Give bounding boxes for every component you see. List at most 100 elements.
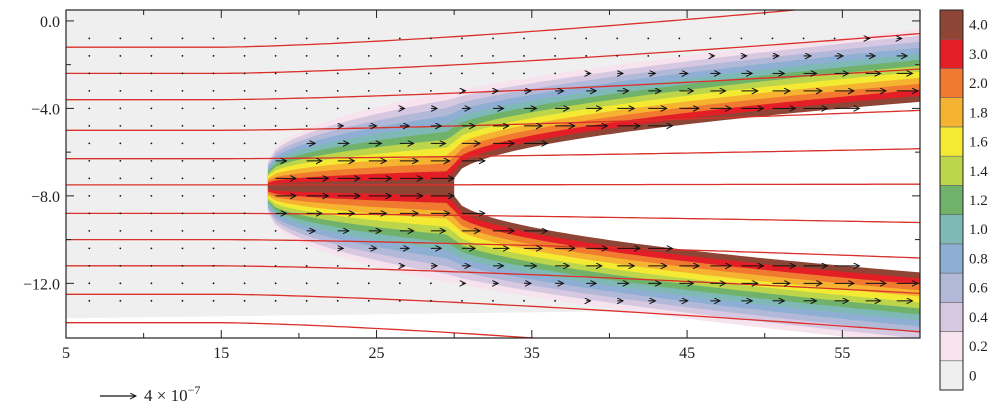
vector-dot xyxy=(150,282,153,285)
vector-dot xyxy=(150,90,153,92)
colorbar-label: 1.2 xyxy=(969,193,988,209)
vector-dot xyxy=(119,72,122,75)
colorbar-swatch xyxy=(939,302,964,332)
vector-dot xyxy=(212,299,215,302)
vector-dot xyxy=(274,107,277,110)
vector-dot xyxy=(150,229,153,232)
y-tick-label: −8.0 xyxy=(31,189,60,206)
vector-dot xyxy=(274,247,277,250)
vector-dot xyxy=(88,55,91,57)
y-tick-label: −4.0 xyxy=(31,101,60,118)
colorbar-swatch xyxy=(939,360,964,391)
colorbar-label: 4.0 xyxy=(969,18,988,34)
streamline xyxy=(66,212,920,224)
vector-dot xyxy=(88,124,91,127)
vector-dot xyxy=(243,264,246,267)
vector-dot xyxy=(429,299,432,302)
vector-dot xyxy=(119,282,122,285)
vector-dot xyxy=(678,37,681,40)
colorbar-label: 1.4 xyxy=(969,164,988,180)
vector-dot xyxy=(274,142,277,145)
vector-dot xyxy=(150,299,153,302)
vector-dot xyxy=(88,212,91,215)
vector-dot xyxy=(274,37,277,40)
vector-dot xyxy=(492,299,494,302)
vector-dot xyxy=(181,142,184,145)
vector-dot xyxy=(150,72,153,75)
colorbar-label: 1.0 xyxy=(969,222,988,238)
vector-dot xyxy=(212,159,215,162)
shear-layer-field xyxy=(66,10,920,338)
vector-dot xyxy=(88,142,91,145)
streamline xyxy=(66,265,920,295)
vector-dot xyxy=(398,282,401,285)
vector-dot xyxy=(367,72,370,75)
plot-frame xyxy=(65,9,921,339)
vector-dot xyxy=(119,229,122,232)
vector-dot xyxy=(212,282,215,285)
vector-dot xyxy=(150,107,153,110)
vector-dot xyxy=(429,282,432,285)
vector-dot xyxy=(150,124,153,127)
colorbar-swatch xyxy=(939,38,964,69)
vector-dot xyxy=(243,229,246,232)
vector-dot xyxy=(523,55,525,57)
vector-dot xyxy=(181,264,184,267)
vector-dot xyxy=(274,299,277,302)
vector-dot xyxy=(647,37,650,40)
vector-dot xyxy=(461,55,463,57)
x-tick-label: 25 xyxy=(369,345,385,362)
vector-dot xyxy=(336,72,339,75)
vector-dot xyxy=(243,142,246,145)
vector-dot xyxy=(305,124,308,127)
vector-dot xyxy=(181,282,184,285)
vector-dot xyxy=(802,37,805,40)
vector-reference: 4 × 10−7 xyxy=(100,383,200,405)
vector-dot xyxy=(181,194,184,197)
vector-dot xyxy=(181,299,184,302)
vector-dot xyxy=(336,282,339,285)
vector-dot xyxy=(243,90,246,92)
vector-dot xyxy=(119,194,122,197)
vector-dot xyxy=(88,72,91,75)
vector-dot xyxy=(150,177,153,180)
vector-dot xyxy=(212,124,215,127)
vector-dot xyxy=(492,72,494,75)
vector-dot xyxy=(181,107,184,110)
vector-dot xyxy=(181,90,184,92)
vector-dot xyxy=(212,212,215,215)
vector-dot xyxy=(212,72,215,75)
colorbar: 0 0.2 0.4 0.6 0.8 1.0 1.2 1.4 1.6 1.8 2.0 3.0 4.0 xyxy=(939,9,988,391)
vector-dot xyxy=(336,299,339,302)
streamline xyxy=(66,32,920,75)
vector-dot xyxy=(616,37,619,40)
colorbar-label: 0.8 xyxy=(969,251,988,267)
vector-dot xyxy=(212,229,215,232)
colorbar-swatch xyxy=(939,97,964,128)
vector-dot xyxy=(305,72,308,75)
vector-dot xyxy=(88,264,91,267)
vector-dot xyxy=(398,90,401,92)
vector-dot xyxy=(523,299,525,302)
x-tick-label: 5 xyxy=(62,345,70,362)
vector-dot xyxy=(305,299,308,302)
vector-dot xyxy=(119,37,122,40)
colorbar-label: 0 xyxy=(969,368,977,384)
vector-dot xyxy=(119,90,122,92)
vector-dot xyxy=(243,212,246,215)
vector-dot xyxy=(119,107,122,110)
reference-label: 4 × 10−7 xyxy=(144,383,200,405)
streamline xyxy=(66,148,920,160)
vector-dot xyxy=(274,55,277,57)
vector-dot xyxy=(398,37,401,40)
vector-dot xyxy=(647,55,650,57)
y-axis: 0.0 −4.0 −8.0 −12.0 xyxy=(23,14,920,293)
vector-dot xyxy=(585,55,588,57)
vector-dot xyxy=(181,247,184,250)
vector-dot xyxy=(367,107,370,110)
vector-dot xyxy=(336,37,339,40)
vector-dot xyxy=(523,72,525,75)
vector-dot xyxy=(212,90,215,92)
vector-dot xyxy=(585,37,588,40)
vector-dot xyxy=(119,55,122,57)
